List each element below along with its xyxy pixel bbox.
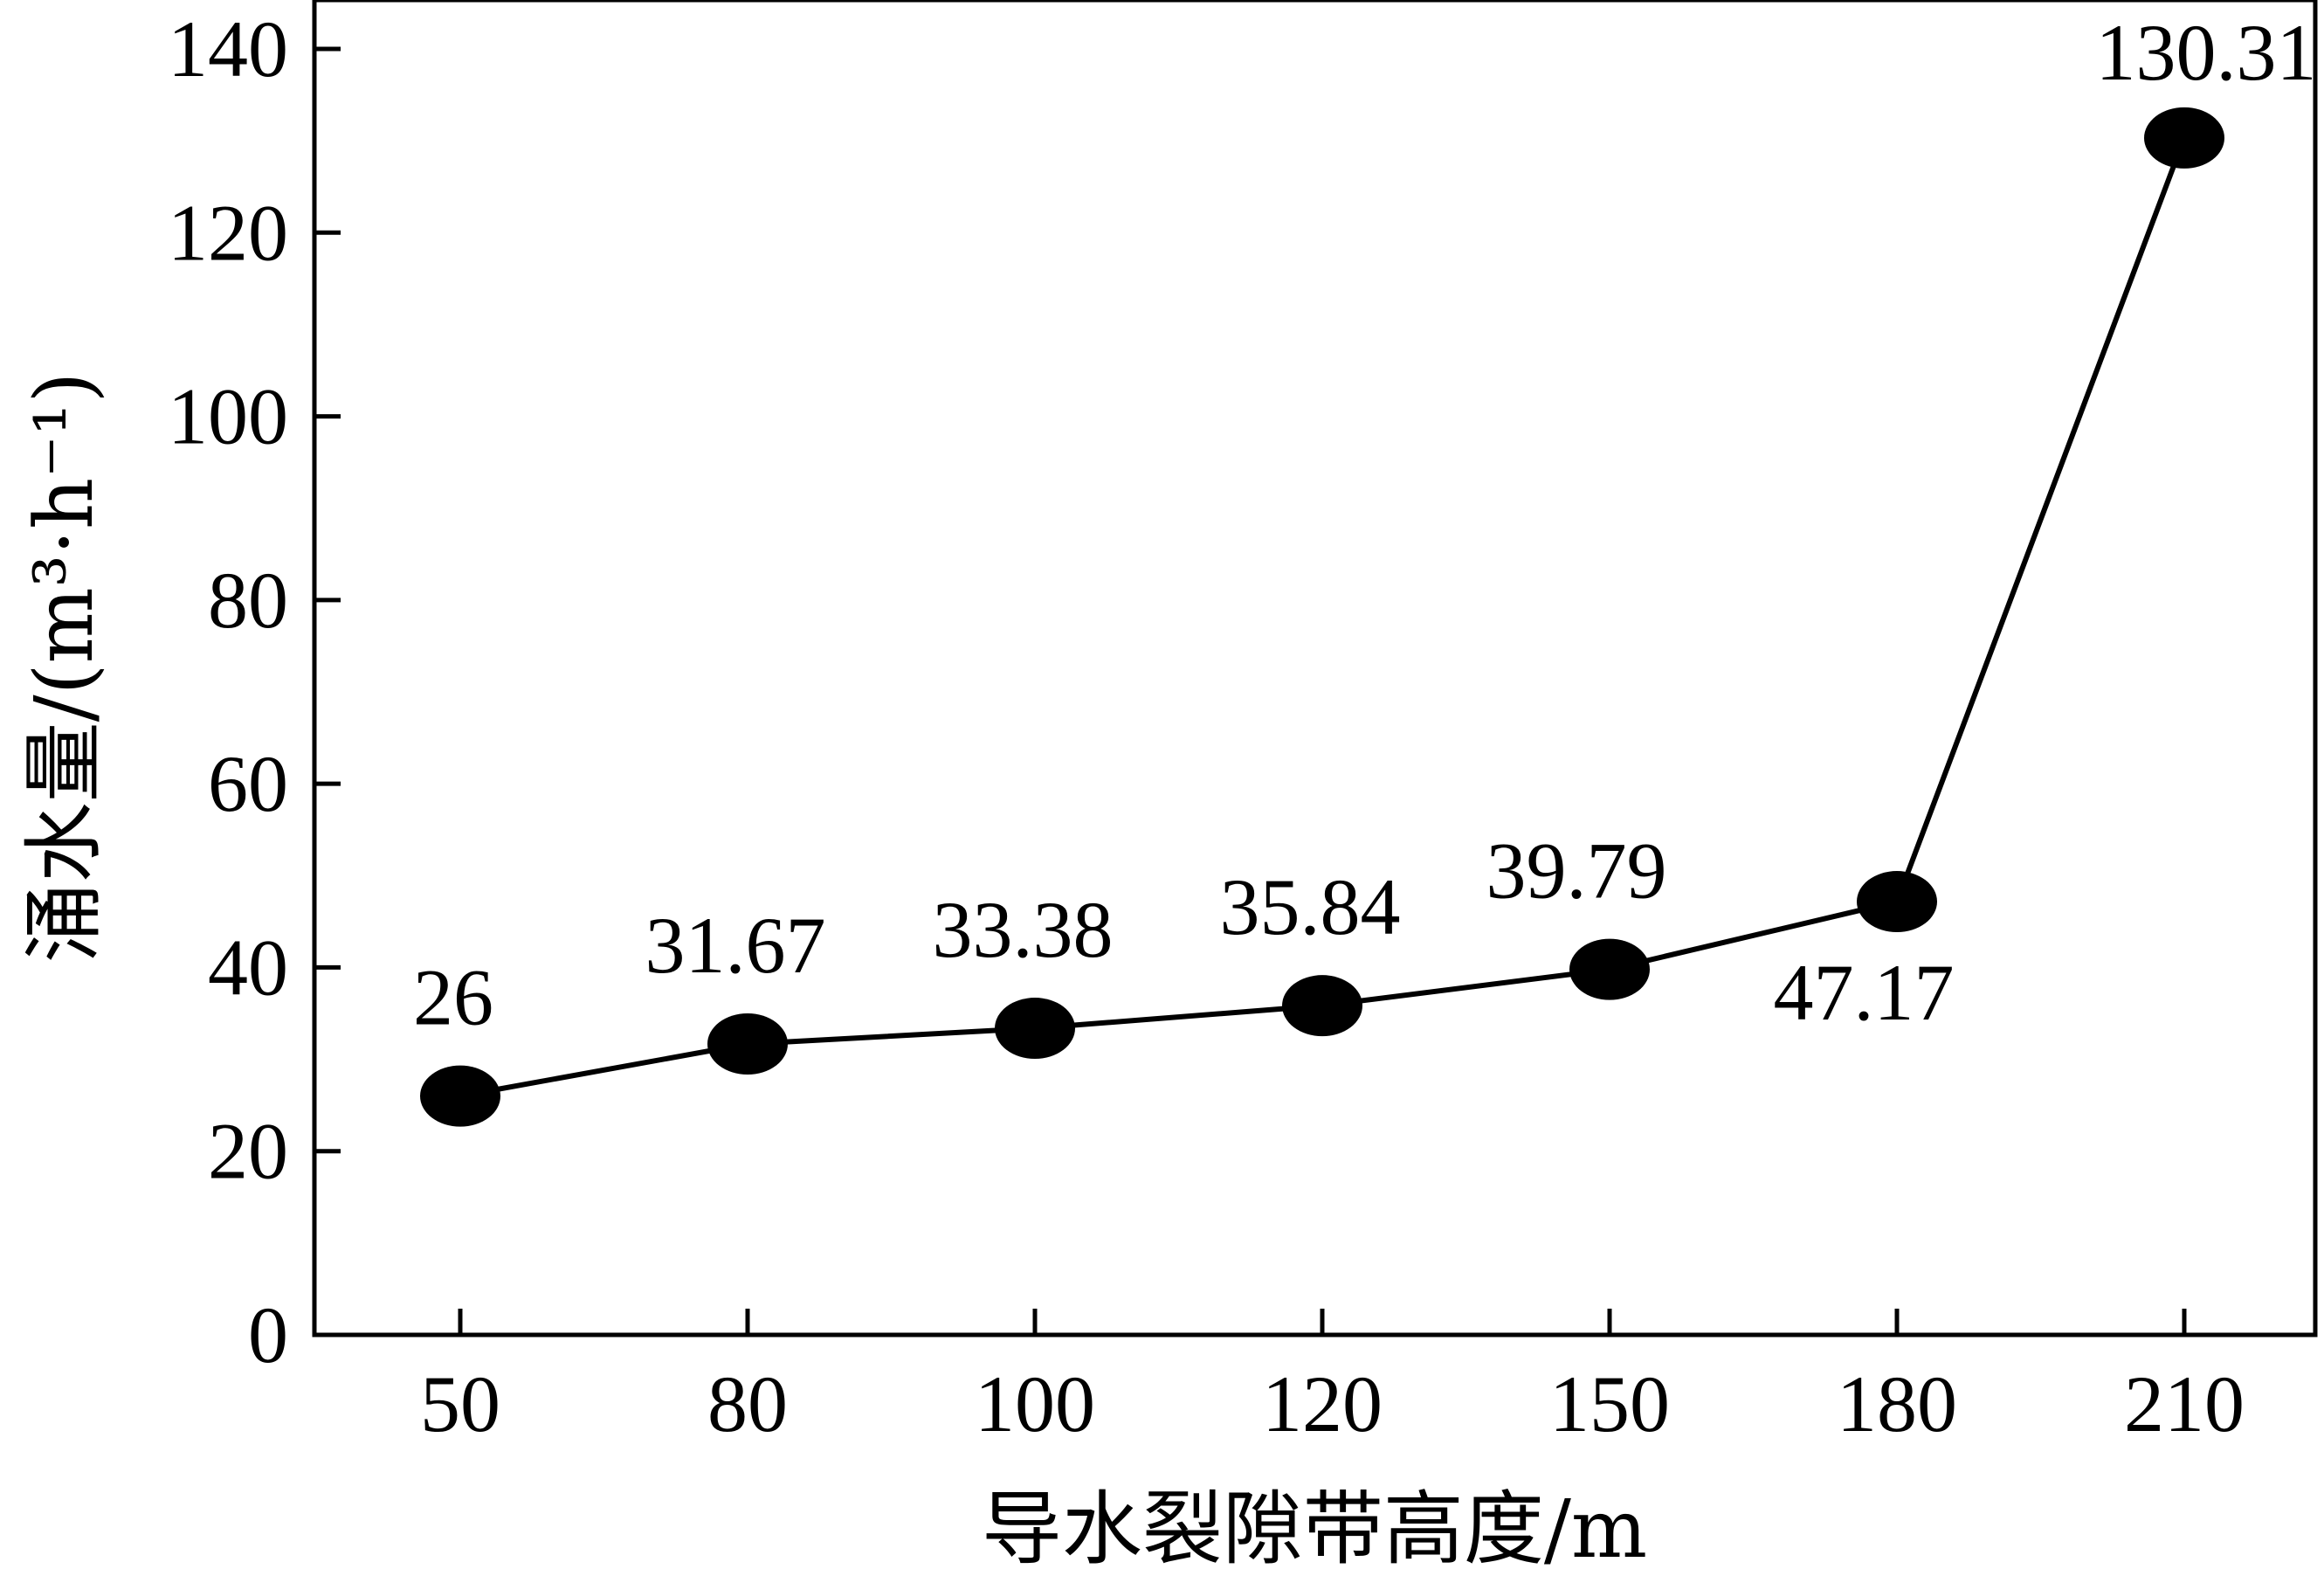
- data-label: 47.17: [1774, 948, 1955, 1037]
- y-tick-label: 80: [208, 556, 288, 645]
- data-point: [1282, 975, 1362, 1037]
- data-series: [420, 107, 2224, 1127]
- data-label: 130.31: [2096, 8, 2317, 97]
- data-label: 26: [413, 953, 493, 1042]
- x-tick-label: 180: [1837, 1359, 1957, 1448]
- data-label: 33.38: [933, 885, 1114, 974]
- data-labels: 26 31.67 33.38 35.84 39.79 47.17 130.31: [413, 8, 2317, 1042]
- plot-frame: [312, 0, 2318, 1337]
- data-label: 31.67: [645, 901, 826, 990]
- data-point: [420, 1065, 500, 1127]
- x-tick-label: 120: [1262, 1359, 1383, 1448]
- data-point: [1569, 938, 1650, 1000]
- x-tick-label: 210: [2124, 1359, 2245, 1448]
- data-point: [1857, 871, 1937, 933]
- x-tick-label: 50: [420, 1359, 500, 1448]
- data-point: [707, 1013, 788, 1075]
- y-tick-label: 40: [208, 923, 288, 1012]
- y-axis-title: 涌水量/(m³·h⁻¹): [17, 372, 111, 964]
- y-axis: 0 20 40 60 80 100 120 140: [168, 4, 341, 1379]
- y-tick-label: 60: [208, 739, 288, 828]
- x-tick-label: 150: [1549, 1359, 1670, 1448]
- data-point: [2144, 107, 2224, 169]
- y-tick-label: 120: [168, 188, 288, 277]
- y-tick-label: 100: [168, 372, 288, 461]
- data-label: 39.79: [1486, 826, 1667, 916]
- x-tick-label: 100: [975, 1359, 1095, 1448]
- y-tick-label: 20: [208, 1107, 288, 1196]
- y-tick-label: 140: [168, 4, 288, 93]
- data-point: [995, 998, 1075, 1060]
- x-tick-label: 80: [707, 1359, 788, 1448]
- y-tick-label: 0: [248, 1290, 288, 1379]
- data-label: 35.84: [1220, 862, 1401, 951]
- x-axis-title: 导水裂隙带高度/m: [982, 1483, 1647, 1569]
- x-axis: 50 80 100 120 150 180 210: [420, 1309, 2245, 1448]
